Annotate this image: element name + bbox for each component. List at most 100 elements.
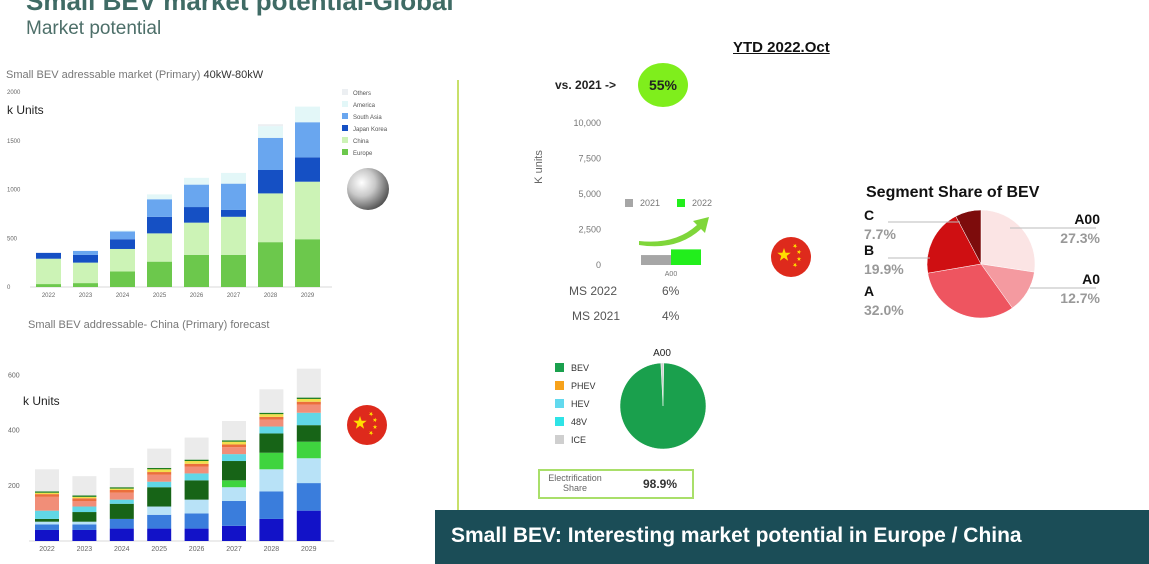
bar-segment bbox=[258, 137, 283, 170]
powertrain-pie-chart: A00 BEV PHEV HEV 48V ICE bbox=[555, 348, 707, 450]
segment-label: A bbox=[864, 283, 874, 299]
bar-segment bbox=[147, 261, 172, 287]
bar-segment bbox=[222, 447, 246, 455]
legend-swatch bbox=[555, 381, 564, 390]
bar-segment bbox=[35, 529, 59, 541]
bar-segment bbox=[147, 506, 172, 515]
bar-segment bbox=[295, 239, 320, 287]
bar-segment bbox=[109, 503, 134, 519]
bar-segment bbox=[259, 412, 284, 415]
segment-label: A00 bbox=[1074, 211, 1100, 227]
ms-2021-value: 4% bbox=[662, 309, 680, 323]
x-tick-label: 2028 bbox=[264, 546, 280, 553]
legend-swatch bbox=[342, 125, 348, 131]
growth-arrow-icon bbox=[639, 217, 709, 247]
bar-segment bbox=[36, 252, 61, 259]
flag-star bbox=[792, 262, 798, 268]
bar-segment bbox=[35, 524, 59, 530]
bar-segment bbox=[73, 250, 98, 255]
page-title: Small BEV market potential-Global bbox=[26, 0, 454, 16]
bar-segment bbox=[296, 398, 321, 402]
bar-segment bbox=[147, 216, 172, 234]
bar-segment bbox=[258, 124, 283, 127]
x-tick-label: 2023 bbox=[79, 293, 93, 299]
bar-segment bbox=[72, 476, 97, 496]
bar-segment bbox=[259, 452, 284, 470]
bar-segment bbox=[221, 216, 246, 255]
bar-segment bbox=[36, 258, 61, 285]
bar-segment bbox=[35, 469, 59, 492]
bar-segment bbox=[72, 495, 97, 497]
pie-slice bbox=[619, 362, 707, 450]
bar-segment bbox=[110, 239, 135, 249]
page-subtitle: Market potential bbox=[26, 18, 162, 39]
bar-segment bbox=[259, 426, 284, 434]
bar-segment bbox=[259, 416, 284, 420]
segment-value: 27.3% bbox=[1060, 230, 1100, 246]
legend-label: 2022 bbox=[692, 198, 712, 208]
x-tick-label: 2024 bbox=[116, 293, 130, 299]
bar-segment bbox=[259, 419, 284, 427]
legend-swatch bbox=[555, 435, 564, 444]
y-tick-label: 2000 bbox=[7, 90, 21, 96]
segment-value: 12.7% bbox=[1060, 290, 1100, 306]
x-tick-label: 2029 bbox=[301, 293, 315, 299]
segment-value: 19.9% bbox=[864, 261, 904, 277]
bar-segment bbox=[109, 518, 134, 529]
legend-label: Others bbox=[353, 91, 371, 97]
bar-segment bbox=[259, 414, 284, 417]
legend-label: 2021 bbox=[640, 198, 660, 208]
bar-segment bbox=[295, 106, 320, 123]
bar-segment bbox=[147, 233, 172, 262]
bar-segment bbox=[222, 421, 246, 441]
flag-star bbox=[368, 411, 374, 417]
y-tick-label: 5,000 bbox=[578, 189, 601, 199]
legend-swatch bbox=[625, 199, 633, 207]
bar-segment bbox=[147, 481, 172, 488]
bar-segment bbox=[184, 463, 209, 467]
bar-segment bbox=[259, 469, 284, 492]
bar-segment bbox=[109, 489, 134, 493]
bar-segment bbox=[147, 448, 172, 468]
bar-2022 bbox=[671, 249, 701, 265]
x-tick-label: 2025 bbox=[151, 546, 167, 553]
bar-segment bbox=[184, 480, 209, 500]
flag-star bbox=[796, 256, 802, 261]
pie-slice bbox=[927, 263, 1013, 319]
segment-label: C bbox=[864, 207, 874, 223]
x-tick-label: 2026 bbox=[190, 293, 204, 299]
bar-segment bbox=[184, 466, 209, 474]
legend-label: China bbox=[353, 139, 369, 145]
flag-star bbox=[796, 249, 802, 255]
legend-label: 48V bbox=[571, 417, 587, 427]
bar-segment bbox=[147, 514, 172, 529]
legend-label: Europe bbox=[353, 151, 373, 157]
bar-segment bbox=[35, 494, 59, 497]
bar-segment bbox=[259, 518, 284, 541]
bar-segment bbox=[109, 487, 134, 489]
bar-segment bbox=[35, 521, 59, 525]
y-tick-label: 1500 bbox=[7, 139, 21, 145]
legend-swatch bbox=[342, 113, 348, 119]
y-tick-label: 200 bbox=[8, 483, 20, 490]
bar-segment bbox=[259, 491, 284, 519]
bar-segment bbox=[72, 524, 97, 530]
bar-segment bbox=[73, 254, 98, 263]
ytd-label: YTD 2022.Oct bbox=[733, 39, 830, 56]
x-tick-label: 2028 bbox=[264, 293, 278, 299]
legend-swatch bbox=[555, 399, 564, 408]
bar-segment bbox=[35, 496, 59, 511]
y-tick-label: 10,000 bbox=[573, 118, 601, 128]
flag-star bbox=[372, 417, 378, 423]
flag-star bbox=[777, 248, 791, 261]
china-forecast-chart: 600 400 200 2022 2023 2024 2025 2026 2027 2028 202… bbox=[8, 368, 335, 553]
bar-segment bbox=[296, 425, 321, 442]
bar-segment bbox=[296, 458, 321, 484]
bar-segment bbox=[221, 183, 246, 210]
bar-segment bbox=[72, 506, 97, 513]
bar-segment bbox=[72, 501, 97, 507]
growth-badge: 55% bbox=[638, 63, 688, 107]
segment-value: 32.0% bbox=[864, 302, 904, 318]
ms-2022-value: 6% bbox=[662, 284, 680, 298]
bar-segment bbox=[109, 467, 134, 488]
